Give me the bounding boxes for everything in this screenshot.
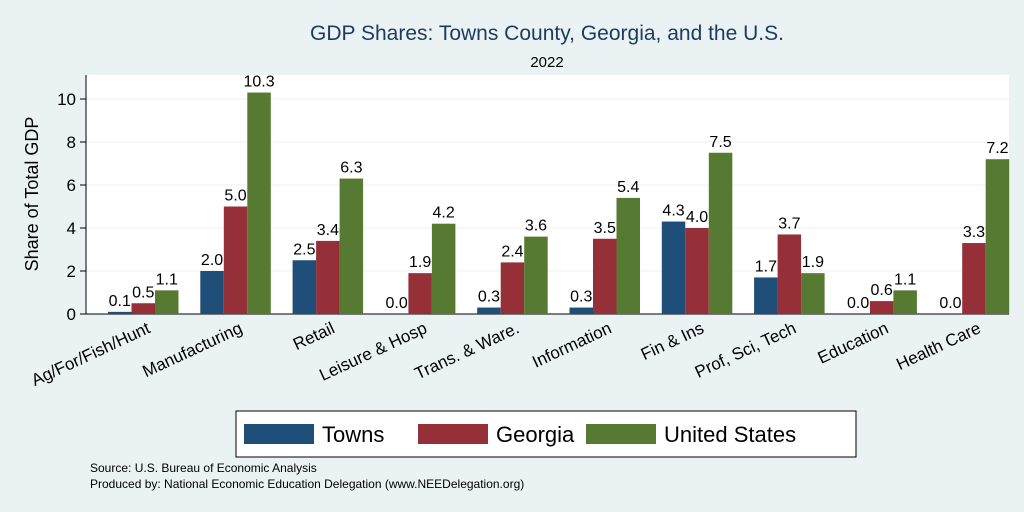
- bar-value-label: 0.5: [132, 284, 154, 301]
- bar: [524, 236, 548, 314]
- y-axis-label: Share of Total GDP: [22, 117, 42, 272]
- bar: [155, 290, 179, 314]
- bar-value-label: 5.4: [617, 179, 639, 196]
- legend-items: Towns Georgia United States: [244, 422, 796, 447]
- bar: [316, 240, 340, 314]
- y-tick-label: 4: [67, 219, 76, 238]
- bar: [869, 301, 894, 314]
- bar-value-label: 2.5: [293, 241, 315, 258]
- source-note: Source: U.S. Bureau of Economic Analysis: [90, 461, 317, 475]
- bar: [685, 228, 709, 314]
- bar-value-label: 1.9: [409, 254, 431, 271]
- y-tick-label: 2: [67, 262, 76, 281]
- legend-label: Georgia: [496, 422, 575, 447]
- bar: [108, 311, 132, 314]
- legend-swatch: [586, 424, 656, 444]
- bar: [339, 178, 364, 314]
- y-tick-label: 6: [67, 176, 76, 195]
- bar: [801, 273, 825, 314]
- bar-value-label: 5.0: [224, 188, 246, 205]
- bar: [661, 221, 686, 314]
- bar: [893, 290, 917, 314]
- bar: [247, 92, 271, 314]
- chart-title: GDP Shares: Towns County, Georgia, and t…: [310, 22, 784, 45]
- y-tick-label: 0: [67, 305, 76, 324]
- y-ticks: 0 2 4 6 8 10: [57, 90, 86, 324]
- bar: [408, 273, 432, 314]
- bar-value-label: 3.5: [594, 220, 616, 237]
- bar-value-label: 3.7: [778, 215, 800, 232]
- bar-value-label: 3.4: [317, 222, 339, 239]
- bar-value-label: 6.3: [340, 160, 362, 177]
- bar-value-label: 1.7: [755, 258, 777, 275]
- bar-value-label: 7.5: [709, 134, 731, 151]
- legend-box: [235, 410, 857, 458]
- bar-value-label: 1.1: [894, 271, 916, 288]
- bar-value-label: 2.0: [201, 252, 223, 269]
- bar-value-label: 0.0: [939, 295, 961, 312]
- bar: [754, 277, 778, 314]
- bar: [500, 262, 525, 314]
- bar-value-label: 3.3: [963, 224, 985, 241]
- bar: [593, 238, 617, 314]
- y-tick-label: 10: [57, 90, 76, 109]
- data-labels: 0.10.51.12.05.010.32.53.46.30.01.94.20.3…: [109, 74, 1009, 312]
- legend-swatch: [418, 424, 488, 444]
- bar-value-label: 0.0: [386, 295, 408, 312]
- bar: [131, 303, 155, 314]
- bar-value-label: 0.0: [847, 295, 869, 312]
- produced-by-note: Produced by: National Economic Education…: [90, 477, 524, 491]
- bar-value-label: 0.6: [871, 282, 893, 299]
- legend-label: United States: [664, 422, 796, 447]
- bar: [616, 197, 640, 314]
- bar-value-label: 1.1: [156, 271, 178, 288]
- bar-value-label: 2.4: [501, 243, 523, 260]
- bar-value-label: 1.9: [802, 254, 824, 271]
- chart-subtitle: 2022: [530, 54, 563, 71]
- bar: [292, 260, 317, 314]
- bar-value-label: 0.1: [109, 293, 131, 310]
- bar: [569, 307, 593, 314]
- bar-value-label: 3.6: [525, 218, 547, 235]
- bar-value-label: 0.3: [478, 289, 500, 306]
- bar: [708, 152, 733, 314]
- bar-value-label: 4.0: [686, 209, 708, 226]
- bar: [985, 159, 1010, 314]
- bar-value-label: 4.2: [433, 205, 455, 222]
- bar: [431, 223, 456, 314]
- legend: Towns Georgia United States: [235, 410, 857, 458]
- bar: [200, 271, 224, 314]
- bar-value-label: 0.3: [570, 289, 592, 306]
- bar-value-label: 4.3: [662, 203, 684, 220]
- bar: [777, 234, 802, 314]
- bar-value-label: 10.3: [243, 74, 274, 91]
- bar: [223, 206, 248, 314]
- bar-value-label: 7.2: [986, 140, 1008, 157]
- legend-swatch: [244, 424, 314, 444]
- y-tick-label: 8: [67, 133, 76, 152]
- bars: [108, 92, 1010, 314]
- bar: [477, 307, 501, 314]
- legend-label: Towns: [322, 422, 384, 447]
- bar: [962, 243, 986, 314]
